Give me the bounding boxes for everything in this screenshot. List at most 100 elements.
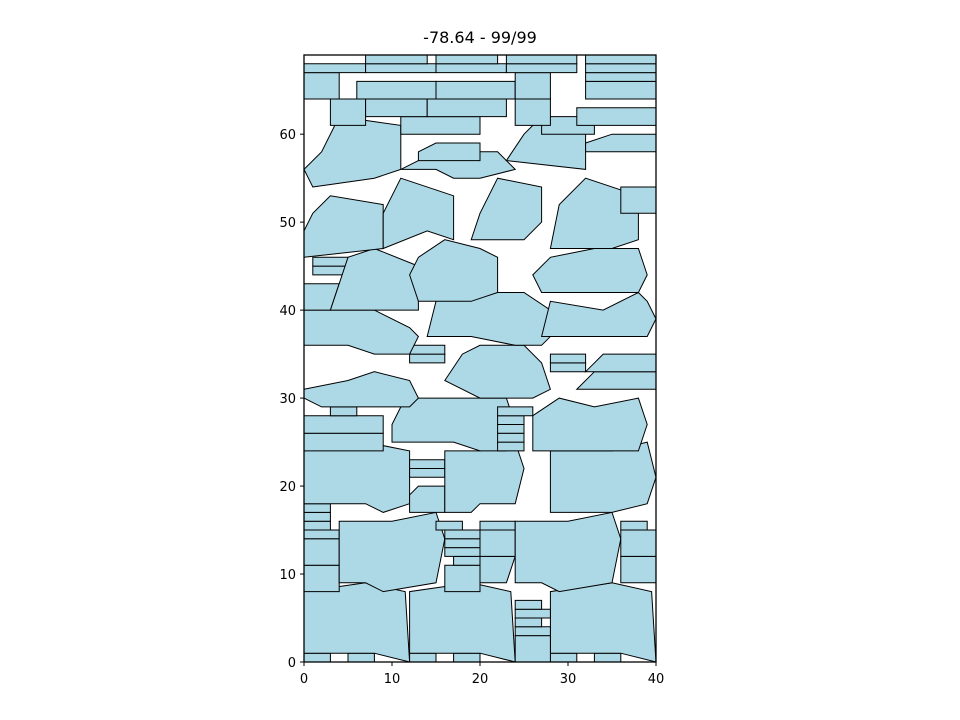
piece-48 xyxy=(497,406,534,417)
piece-1 xyxy=(347,652,375,663)
piece-82 xyxy=(514,98,551,126)
piece-40 xyxy=(303,432,384,452)
piece-34 xyxy=(303,441,411,513)
piece-41 xyxy=(303,415,384,434)
x-tick-label: 40 xyxy=(648,672,665,687)
piece-31 xyxy=(620,520,648,531)
piece-18 xyxy=(338,511,446,593)
piece-39 xyxy=(549,441,657,513)
piece-54 xyxy=(549,362,587,373)
piece-72 xyxy=(303,116,402,188)
y-tick-label: 20 xyxy=(279,480,296,495)
y-tick-label: 0 xyxy=(288,656,296,671)
piece-27 xyxy=(479,520,516,531)
piece-86 xyxy=(435,80,516,100)
piece-15 xyxy=(303,538,340,566)
piece-13 xyxy=(514,599,543,610)
piece-45 xyxy=(497,432,525,443)
piece-84 xyxy=(303,72,340,100)
piece-25 xyxy=(479,555,516,584)
piece-66 xyxy=(532,248,648,293)
piece-93 xyxy=(585,72,657,82)
piece-58 xyxy=(303,309,420,355)
piece-5 xyxy=(593,652,622,663)
piece-90 xyxy=(365,63,437,74)
piece-67 xyxy=(303,195,384,258)
y-axis: 0 10 20 30 40 50 60 xyxy=(279,128,304,671)
piece-19 xyxy=(444,564,481,593)
piece-78 xyxy=(400,116,481,135)
piece-97 xyxy=(505,54,578,65)
piece-50 xyxy=(303,371,420,408)
piece-69 xyxy=(470,177,543,241)
piece-53 xyxy=(444,344,552,399)
piece-85 xyxy=(356,80,437,100)
piece-4 xyxy=(549,652,578,663)
piece-12 xyxy=(514,608,551,619)
piece-9 xyxy=(514,635,551,663)
piece-10 xyxy=(514,626,551,637)
piece-3 xyxy=(453,652,481,663)
piece-32 xyxy=(303,511,331,522)
piece-8 xyxy=(549,582,657,663)
piece-49 xyxy=(532,397,648,452)
piece-83 xyxy=(576,107,657,126)
y-tick-label: 40 xyxy=(279,304,296,319)
x-tick-label: 20 xyxy=(472,672,489,687)
piece-95 xyxy=(365,54,428,65)
piece-24 xyxy=(435,520,463,531)
x-axis: 0 10 20 30 40 xyxy=(300,662,664,687)
piece-0 xyxy=(303,652,331,663)
piece-23 xyxy=(444,529,481,540)
x-tick-label: 10 xyxy=(384,672,401,687)
piece-55 xyxy=(549,353,587,364)
y-tick-label: 60 xyxy=(279,128,296,143)
piece-88 xyxy=(585,80,657,100)
y-tick-label: 10 xyxy=(279,568,296,583)
piece-20 xyxy=(453,555,481,566)
piece-26 xyxy=(479,529,516,557)
piece-33 xyxy=(303,503,331,513)
piece-51 xyxy=(409,353,446,364)
piece-71 xyxy=(620,186,657,214)
y-tick-label: 50 xyxy=(279,216,296,231)
piece-2 xyxy=(409,652,437,663)
piece-57 xyxy=(584,353,657,373)
piece-56 xyxy=(575,371,657,390)
piece-94 xyxy=(585,63,657,74)
piece-22 xyxy=(444,538,481,549)
piece-76 xyxy=(585,133,657,153)
piece-63 xyxy=(312,256,349,267)
piece-92 xyxy=(505,63,578,74)
piece-17 xyxy=(303,520,331,531)
piece-74 xyxy=(417,142,481,162)
y-tick-label: 30 xyxy=(279,392,296,407)
piece-91 xyxy=(435,63,507,74)
piece-30 xyxy=(620,529,657,557)
piece-36 xyxy=(409,468,446,478)
piece-29 xyxy=(620,555,657,584)
piece-87 xyxy=(514,72,551,100)
piece-98 xyxy=(585,54,657,65)
piece-60 xyxy=(540,291,657,337)
piece-21 xyxy=(444,547,481,557)
piece-89 xyxy=(303,63,367,74)
piece-42 xyxy=(329,406,358,417)
piece-16 xyxy=(303,529,340,540)
piece-35 xyxy=(409,485,446,513)
pieces-layer xyxy=(303,54,657,663)
chart-title: -78.64 - 99/99 xyxy=(423,28,537,47)
piece-11 xyxy=(514,617,543,628)
piece-47 xyxy=(497,415,525,425)
piece-28 xyxy=(514,511,622,593)
x-tick-label: 0 xyxy=(300,672,308,687)
piece-79 xyxy=(329,98,367,126)
piece-44 xyxy=(497,441,525,452)
x-tick-label: 30 xyxy=(560,672,577,687)
piece-65 xyxy=(409,239,499,302)
piece-80 xyxy=(365,98,428,118)
piece-37 xyxy=(409,459,446,469)
piece-46 xyxy=(497,424,525,434)
piece-96 xyxy=(435,54,499,65)
